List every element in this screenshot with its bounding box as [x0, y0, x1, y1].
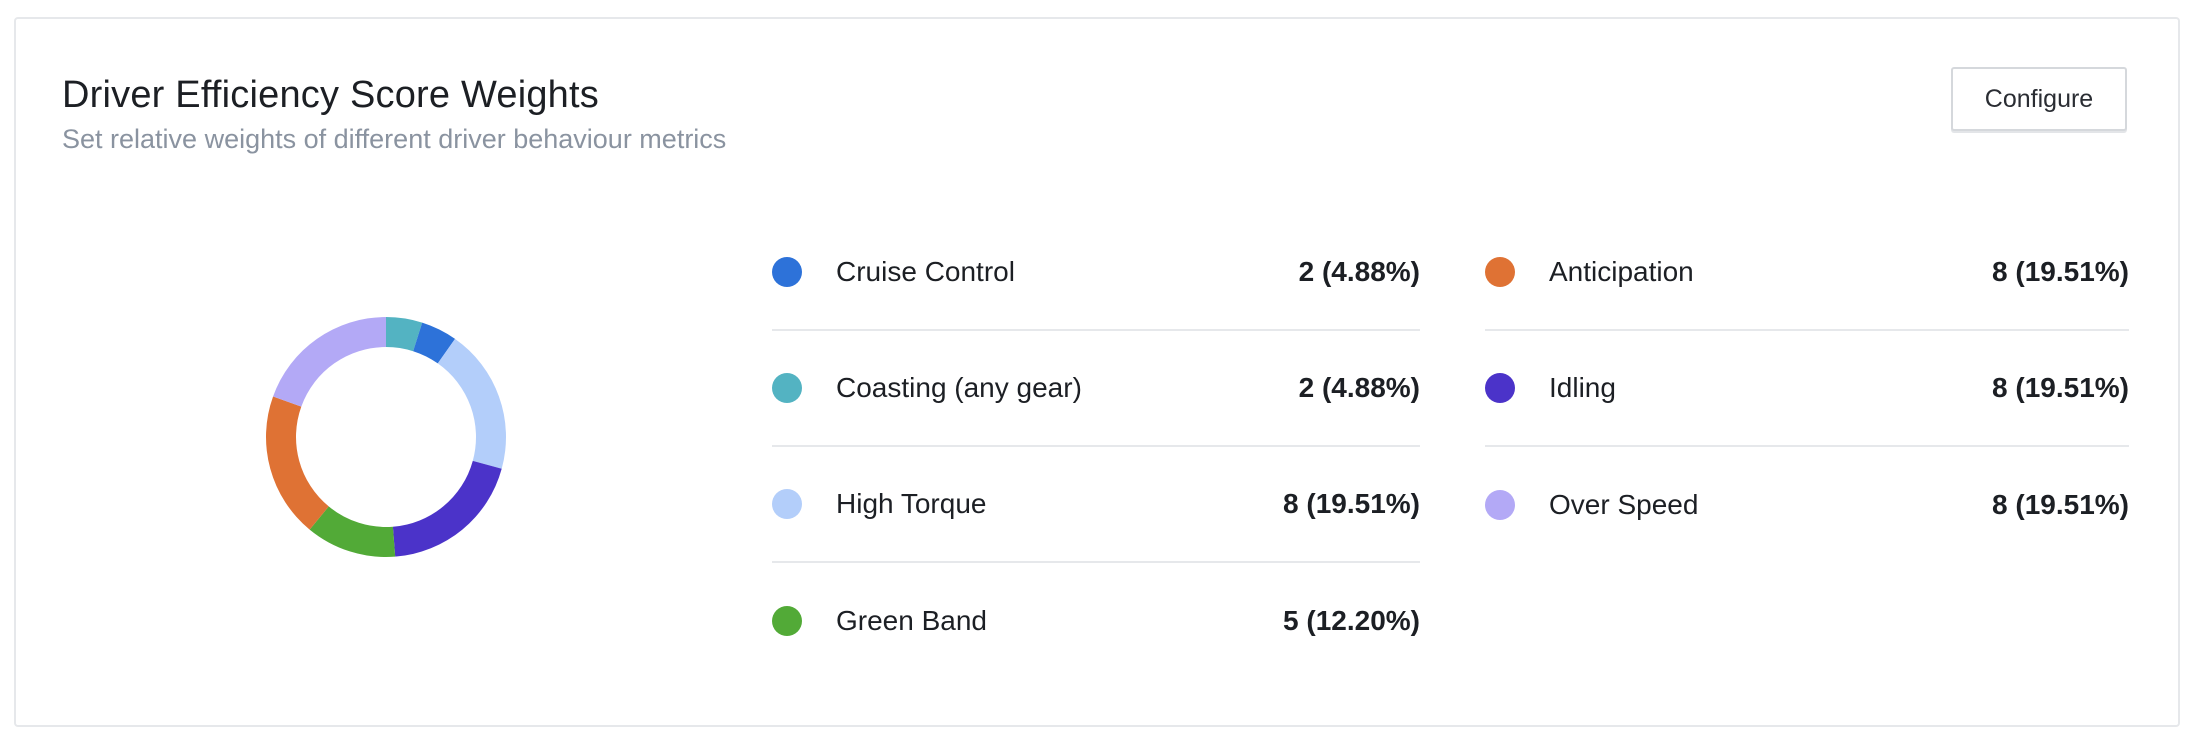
donut-slice-high-torque	[437, 338, 506, 469]
legend-value: 8 (19.51%)	[1992, 372, 2129, 403]
donut-slice-anticipation	[266, 396, 329, 530]
legend-dot	[1485, 373, 1515, 403]
legend-dot	[772, 489, 802, 519]
legend-item-coasting: Coasting (any gear) 2 (4.88%)	[772, 331, 1420, 447]
donut-chart	[266, 317, 506, 557]
donut-slice-cruise-control	[413, 322, 456, 364]
legend-item-over-speed: Over Speed 8 (19.51%)	[1485, 447, 2129, 563]
legend-item-idling: Idling 8 (19.51%)	[1485, 331, 2129, 447]
legend-dot	[772, 606, 802, 636]
legend-value: 2 (4.88%)	[1298, 256, 1420, 287]
donut-slice-green-band	[309, 506, 396, 557]
legend-item-green-band: Green Band 5 (12.20%)	[772, 563, 1420, 679]
legend-label: Idling	[1549, 372, 1616, 403]
legend-label: Cruise Control	[836, 256, 1015, 287]
configure-button[interactable]: Configure	[1951, 67, 2127, 131]
legend-value: 2 (4.88%)	[1298, 372, 1420, 403]
donut-slice-idling	[392, 460, 502, 557]
legend-item-anticipation: Anticipation 8 (19.51%)	[1485, 215, 2129, 331]
legend-dot	[772, 373, 802, 403]
legend-value: 8 (19.51%)	[1992, 256, 2129, 287]
donut-slice-coasting-any-gear	[386, 317, 423, 352]
legend-label: High Torque	[836, 488, 987, 519]
donut-slice-over-speed	[273, 317, 386, 407]
legend-label: Over Speed	[1549, 489, 1699, 520]
legend-value: 8 (19.51%)	[1283, 488, 1420, 519]
legend-item-high-torque: High Torque 8 (19.51%)	[772, 447, 1420, 563]
legend-label: Anticipation	[1549, 256, 1694, 287]
legend-item-cruise-control: Cruise Control 2 (4.88%)	[772, 215, 1420, 331]
legend-dot	[772, 257, 802, 287]
card-subtitle: Set relative weights of different driver…	[62, 124, 727, 154]
legend-dot	[1485, 490, 1515, 520]
legend-dot	[1485, 257, 1515, 287]
legend-label: Coasting (any gear)	[836, 372, 1082, 403]
legend-column-left: Cruise Control 2 (4.88%) Coasting (any g…	[772, 215, 1420, 679]
legend-column-right: Anticipation 8 (19.51%) Idling 8 (19.51%…	[1485, 215, 2129, 563]
legend-value: 8 (19.51%)	[1992, 489, 2129, 520]
score-weights-card	[14, 17, 2180, 727]
legend-value: 5 (12.20%)	[1283, 605, 1420, 636]
legend-label: Green Band	[836, 605, 987, 636]
card-title: Driver Efficiency Score Weights	[62, 74, 599, 116]
